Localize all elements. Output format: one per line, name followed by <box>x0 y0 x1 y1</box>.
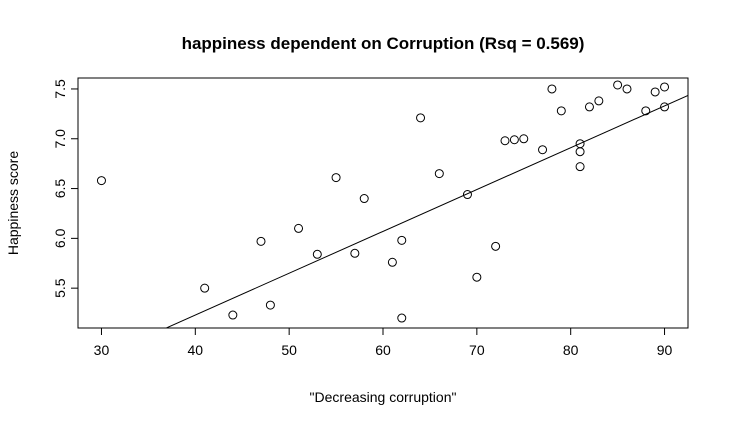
data-point <box>556 106 566 116</box>
x-axis: 30 40 50 60 70 80 90 <box>94 328 673 358</box>
data-point <box>500 136 510 146</box>
data-point <box>265 300 275 310</box>
data-point <box>359 194 369 204</box>
x-tick-label: 50 <box>281 342 297 358</box>
y-tick-label: 6.0 <box>52 228 68 248</box>
y-tick-label: 6.5 <box>52 179 68 199</box>
data-point <box>331 173 341 183</box>
data-point <box>472 272 482 282</box>
regression-line <box>165 94 688 328</box>
data-point <box>538 145 548 155</box>
data-point <box>96 176 106 186</box>
data-point <box>584 102 594 112</box>
data-point <box>416 113 426 123</box>
x-tick-label: 90 <box>657 342 673 358</box>
data-point <box>660 102 670 112</box>
plot-box <box>77 77 689 329</box>
data-point <box>575 162 585 172</box>
data-point <box>575 147 585 157</box>
x-axis-label: "Decreasing corruption" <box>310 389 457 405</box>
data-point <box>491 241 501 251</box>
y-tick-label: 7.5 <box>52 79 68 99</box>
y-tick-label: 7.0 <box>52 129 68 149</box>
x-tick-label: 70 <box>469 342 485 358</box>
chart-title: happiness dependent on Corruption (Rsq =… <box>182 34 585 53</box>
y-tick-label: 5.5 <box>52 278 68 298</box>
y-axis: 5.5 6.0 6.5 7.0 7.5 <box>52 79 78 298</box>
data-point <box>660 82 670 92</box>
data-point <box>228 310 238 320</box>
data-point <box>509 135 519 145</box>
data-point <box>200 283 210 293</box>
data-point <box>519 134 529 144</box>
data-point <box>650 87 660 97</box>
data-point <box>462 190 472 200</box>
data-point <box>641 106 651 116</box>
x-tick-label: 80 <box>563 342 579 358</box>
x-tick-label: 60 <box>375 342 391 358</box>
data-point <box>434 169 444 179</box>
data-point <box>256 236 266 246</box>
data-point <box>312 249 322 259</box>
data-points <box>96 80 670 323</box>
x-tick-label: 40 <box>188 342 204 358</box>
data-point <box>387 257 397 267</box>
data-point <box>594 96 604 106</box>
x-tick-label: 30 <box>94 342 110 358</box>
data-point <box>622 84 632 94</box>
data-point <box>350 248 360 258</box>
data-point <box>294 223 304 233</box>
data-point <box>397 313 407 323</box>
data-point <box>613 80 623 90</box>
data-point <box>397 235 407 245</box>
data-point <box>547 84 557 94</box>
y-axis-label: Happiness score <box>5 151 21 255</box>
